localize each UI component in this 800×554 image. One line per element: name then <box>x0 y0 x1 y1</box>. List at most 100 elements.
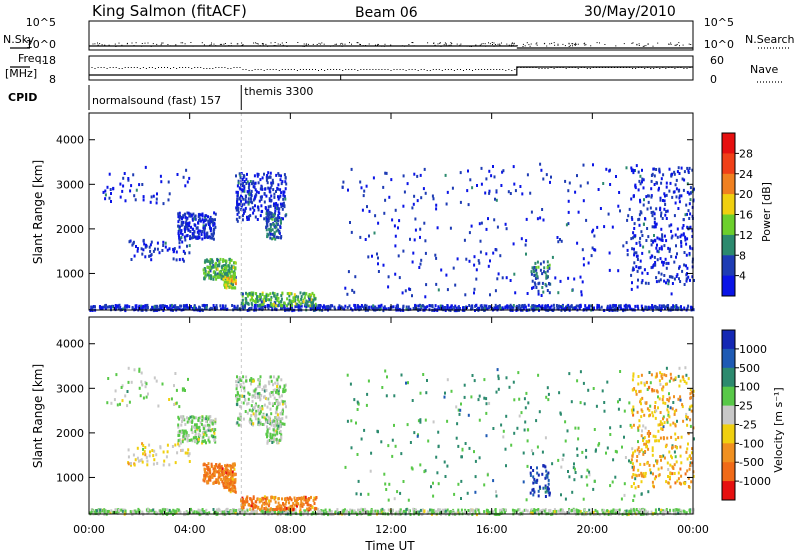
nave-point <box>296 70 298 71</box>
range-cell <box>263 416 266 420</box>
nsearch-point <box>228 45 230 47</box>
range-cell <box>270 379 273 383</box>
range-cell <box>261 511 264 515</box>
range-cell <box>197 418 200 422</box>
nsearch-point <box>175 45 177 47</box>
range-cell <box>233 307 236 311</box>
range-cell <box>685 511 688 515</box>
range-cell <box>372 307 375 311</box>
range-cell <box>281 497 283 501</box>
range-cell <box>203 476 206 480</box>
range-cell <box>665 510 668 514</box>
range-cell <box>220 473 222 477</box>
range-cell <box>608 268 611 272</box>
range-cell <box>152 194 155 198</box>
range-cell <box>200 422 203 426</box>
range-cell <box>653 511 656 515</box>
range-cell <box>280 235 283 238</box>
range-cell <box>631 281 633 285</box>
nave-point <box>617 67 618 68</box>
range-cell <box>274 508 277 511</box>
range-cell <box>276 218 279 222</box>
range-cell <box>460 508 463 512</box>
range-cell <box>363 307 366 311</box>
range-cell <box>231 463 234 467</box>
range-cell <box>270 212 273 216</box>
nave-point <box>109 67 111 68</box>
range-cell <box>203 277 206 281</box>
range-cell <box>194 307 197 311</box>
range-cell <box>242 381 245 385</box>
range-cell <box>485 227 488 231</box>
range-cell <box>191 420 194 424</box>
range-cell <box>277 375 280 379</box>
range-cell <box>505 227 508 231</box>
range-cell <box>619 209 621 213</box>
range-cell <box>591 230 594 234</box>
range-cell <box>171 305 174 309</box>
range-cell <box>239 423 242 427</box>
range-cell <box>413 307 416 310</box>
range-cell <box>89 511 92 515</box>
range-cell <box>245 297 248 301</box>
range-cell <box>260 210 263 214</box>
range-cell <box>99 508 102 512</box>
range-cell <box>259 187 262 191</box>
range-cell <box>203 233 206 237</box>
range-cell <box>301 502 304 506</box>
range-cell <box>511 508 514 512</box>
range-cell <box>251 379 253 383</box>
nave-point <box>511 70 513 71</box>
range-cell <box>682 509 685 513</box>
nsearch-point <box>459 44 461 46</box>
range-cell <box>636 511 638 515</box>
nave-point <box>475 69 477 70</box>
range-cell <box>426 510 429 514</box>
range-cell <box>204 471 207 475</box>
range-cell <box>124 309 127 313</box>
range-cell <box>519 307 522 310</box>
nave-point <box>333 69 335 70</box>
nsearch-point <box>564 45 566 47</box>
range-cell <box>680 305 682 309</box>
range-cell <box>261 504 264 508</box>
range-cell <box>199 429 201 433</box>
range-cell <box>193 416 196 420</box>
range-cell <box>282 190 285 194</box>
range-cell <box>271 441 274 444</box>
nave-point <box>375 69 377 70</box>
range-cell <box>248 291 251 295</box>
range-cell <box>655 276 658 280</box>
range-cell <box>655 168 658 171</box>
range-cell <box>557 509 560 513</box>
nave-point <box>348 69 350 70</box>
range-cell <box>186 222 188 226</box>
range-cell <box>149 243 152 247</box>
nsearch-point <box>585 44 587 46</box>
range-cell <box>356 305 359 309</box>
range-cell <box>280 422 283 426</box>
range-cell <box>638 213 641 217</box>
range-cell <box>230 468 232 472</box>
range-cell <box>282 197 285 201</box>
range-cell <box>483 306 486 310</box>
range-cell <box>124 509 127 513</box>
range-cell <box>659 198 662 202</box>
range-cell <box>243 209 246 213</box>
range-cell <box>263 200 266 204</box>
range-cell <box>240 172 243 175</box>
nave-point <box>441 70 443 71</box>
range-cell <box>107 509 110 513</box>
range-cell <box>261 415 264 419</box>
range-cell <box>250 419 253 423</box>
range-cell <box>297 307 300 311</box>
colorbar-tick-label: 8 <box>739 249 746 262</box>
range-cell <box>691 235 694 238</box>
range-cell <box>283 384 286 388</box>
range-cell <box>297 295 300 299</box>
range-cell <box>341 306 344 310</box>
range-cell <box>159 174 162 178</box>
range-cell <box>518 304 521 308</box>
range-cell <box>681 226 684 230</box>
range-cell <box>377 256 379 260</box>
